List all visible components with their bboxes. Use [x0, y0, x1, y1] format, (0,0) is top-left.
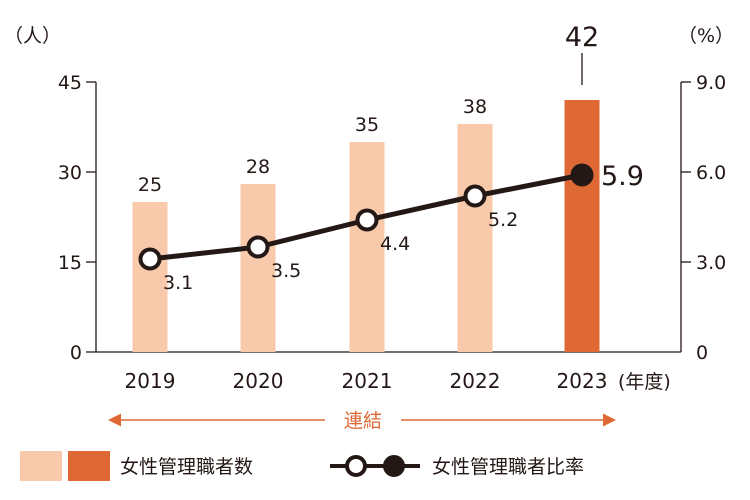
bars	[132, 100, 600, 352]
bar-value-label: 38	[463, 96, 487, 118]
x-tick-label: 2022	[450, 369, 501, 393]
scope-label: 連結	[344, 410, 382, 432]
bar	[457, 124, 493, 352]
scope-range: 連結	[108, 410, 616, 432]
legend-swatch-bar-light	[20, 451, 62, 481]
line-value-label: 5.2	[488, 209, 518, 231]
legend-label-line: 女性管理職者比率	[432, 456, 584, 478]
bar-value-label: 42	[565, 22, 599, 53]
bar-value-label: 35	[355, 114, 379, 136]
line-marker	[138, 247, 162, 271]
left-axis-unit: （人）	[4, 25, 61, 47]
bar-value-label: 28	[246, 156, 270, 178]
right-tick-label: 6.0	[696, 162, 726, 184]
x-ticks: 2019 2020 2021 2022 2023	[125, 369, 608, 393]
right-tick-label: 0	[696, 342, 708, 364]
bar	[240, 184, 276, 352]
x-tick-label: 2021	[342, 369, 393, 393]
line-layer: 3.1 3.5 4.4 5.2 5.9	[138, 161, 644, 294]
bar-labels: 25 28 35 38 42	[138, 22, 599, 196]
left-tick-label: 15	[58, 252, 82, 274]
bar	[132, 202, 168, 352]
scope-arrow-left-icon	[108, 413, 121, 427]
left-tick-label: 45	[58, 72, 82, 94]
line-marker	[570, 163, 594, 187]
legend: 女性管理職者数 女性管理職者比率	[20, 451, 584, 481]
legend-marker-filled	[383, 455, 405, 477]
line-marker	[355, 208, 379, 232]
left-tick-label: 0	[70, 342, 82, 364]
x-tick-label: 2020	[233, 369, 284, 393]
line-marker	[246, 235, 270, 259]
line-value-label: 5.9	[601, 161, 644, 192]
left-tick-label: 30	[58, 162, 82, 184]
line-value-label: 3.1	[163, 272, 193, 294]
bar-value-label: 25	[138, 174, 162, 196]
legend-marker-open	[345, 455, 367, 477]
x-tick-label: 2019	[125, 369, 176, 393]
legend-label-bars: 女性管理職者数	[120, 456, 253, 478]
line-value-label: 4.4	[380, 233, 410, 255]
right-tick-label: 3.0	[696, 252, 726, 274]
x-tick-label: 2023	[557, 369, 608, 393]
bar	[564, 100, 600, 352]
x-axis-unit: (年度)	[618, 371, 671, 393]
left-ticks: 0 15 30 45	[58, 72, 96, 364]
right-axis-unit: （%）	[678, 25, 734, 47]
scope-arrow-right-icon	[603, 413, 616, 427]
right-ticks: 0 3.0 6.0 9.0	[681, 72, 726, 364]
right-tick-label: 9.0	[696, 72, 726, 94]
legend-swatch-bar-dark	[68, 451, 110, 481]
bar	[349, 142, 385, 352]
line-value-label: 3.5	[271, 260, 301, 282]
line-marker	[463, 184, 487, 208]
